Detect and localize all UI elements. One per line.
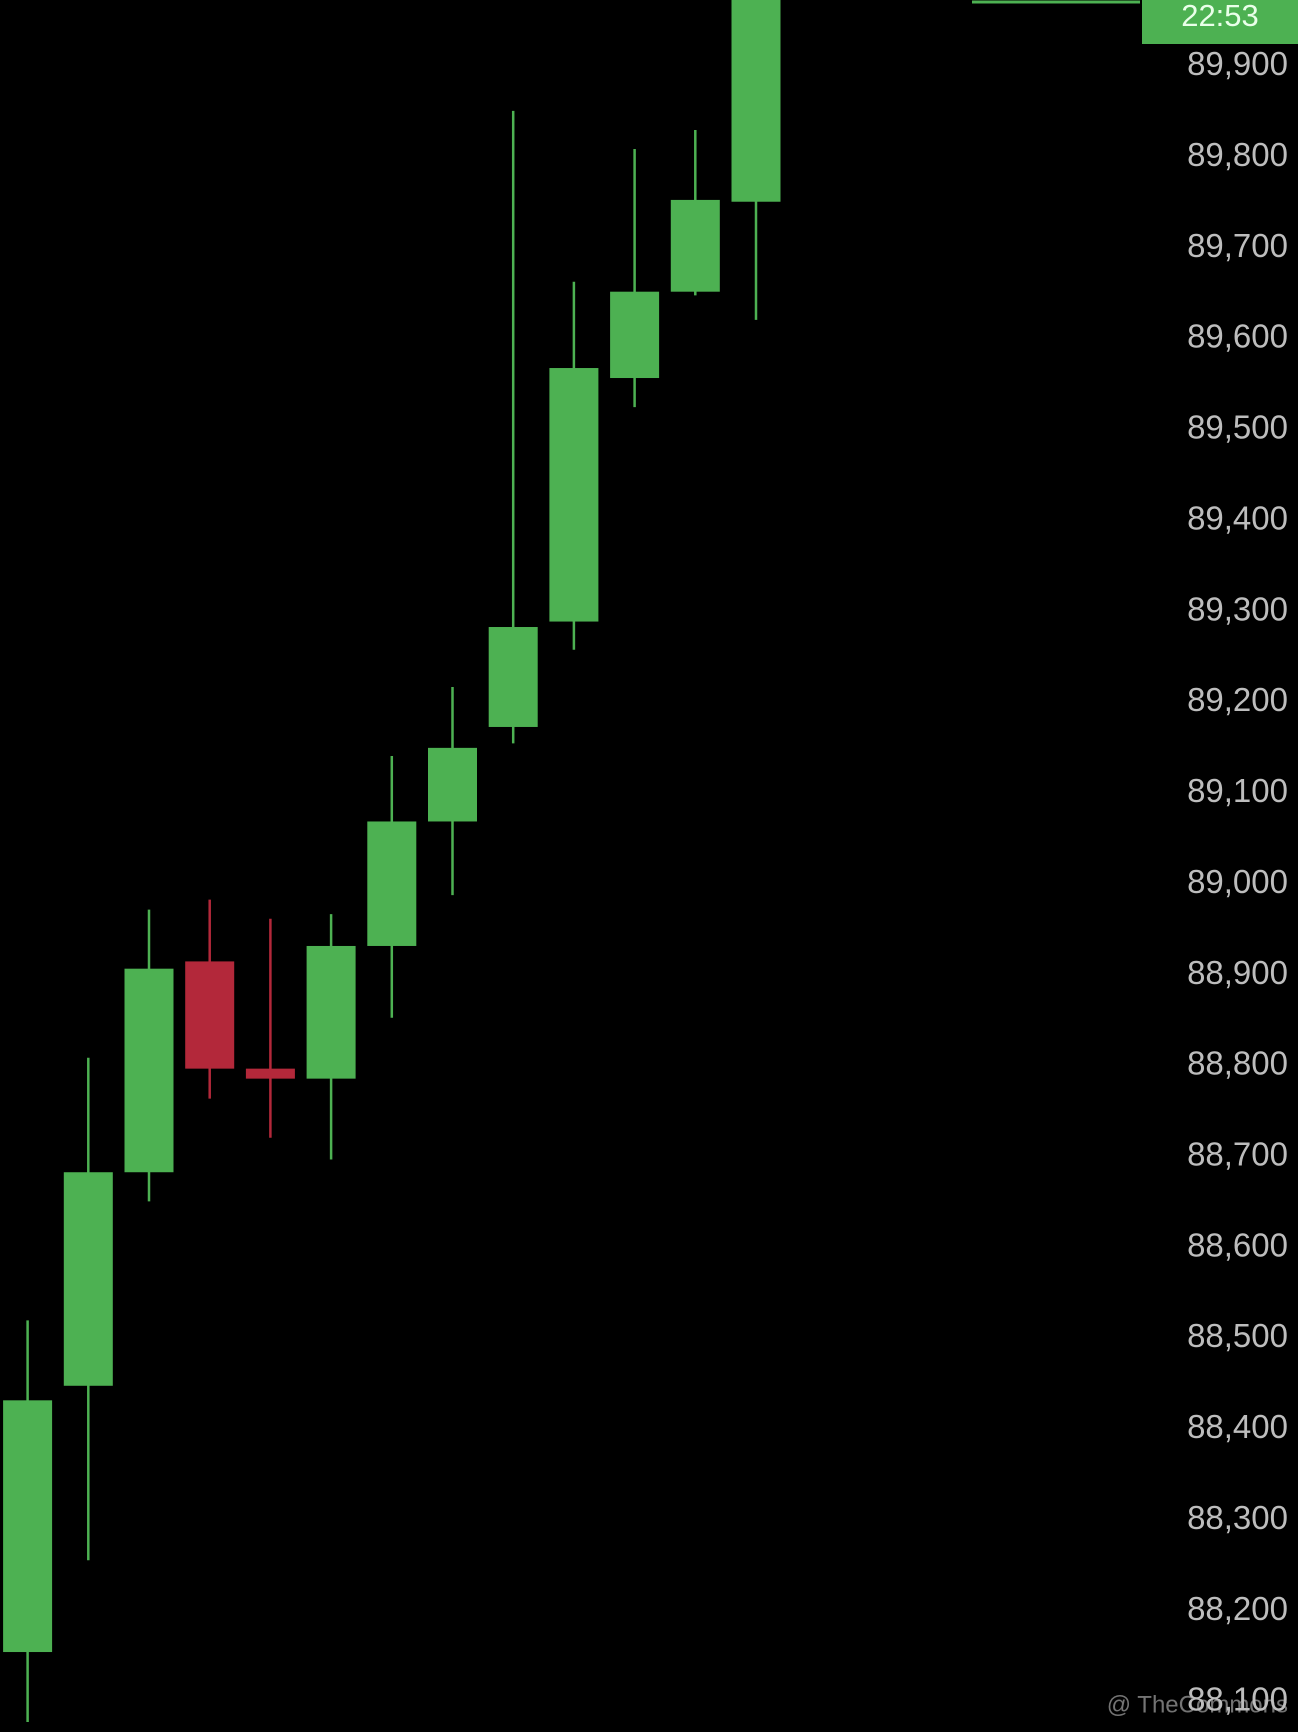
candle-body: [245, 1068, 295, 1079]
y-tick-label: 88,100: [1187, 1681, 1288, 1718]
y-tick-label: 88,800: [1187, 1045, 1288, 1082]
y-tick-label: 89,100: [1187, 772, 1288, 809]
watermark: @ TheCommons: [1107, 1691, 1288, 1718]
y-tick-label: 89,900: [1187, 45, 1288, 82]
y-tick-label: 89,000: [1187, 863, 1288, 900]
candle-body: [63, 1172, 113, 1386]
y-tick-label: 88,600: [1187, 1226, 1288, 1263]
candle-body: [488, 627, 538, 727]
y-tick-label: 88,300: [1187, 1499, 1288, 1536]
y-tick-label: 89,200: [1187, 681, 1288, 718]
candle-body: [670, 199, 720, 292]
plot-area: [3, 0, 781, 1723]
y-tick-label: 89,300: [1187, 590, 1288, 627]
y-tick-label: 88,700: [1187, 1136, 1288, 1173]
candle-body: [428, 747, 477, 822]
candle-body: [610, 291, 660, 379]
candle-body: [3, 1400, 53, 1653]
candle-body: [367, 821, 417, 946]
candle-body: [549, 368, 599, 622]
candle-body: [306, 945, 356, 1079]
y-tick-label: 89,600: [1187, 318, 1288, 355]
y-tick-label: 89,800: [1187, 136, 1288, 173]
y-tick-label: 88,200: [1187, 1590, 1288, 1627]
y-tick-label: 89,400: [1187, 499, 1288, 536]
y-tick-label: 89,500: [1187, 409, 1288, 446]
y-tick-label: 88,900: [1187, 954, 1288, 991]
y-tick-label: 88,500: [1187, 1317, 1288, 1354]
candle-body: [731, 0, 781, 202]
price-tag: [1142, 0, 1298, 44]
y-tick-label: 89,700: [1187, 227, 1288, 264]
candle-body: [185, 961, 235, 1069]
time-label: 22:53: [1181, 0, 1259, 33]
candle-body: [124, 968, 174, 1173]
y-tick-label: 88,400: [1187, 1408, 1288, 1445]
